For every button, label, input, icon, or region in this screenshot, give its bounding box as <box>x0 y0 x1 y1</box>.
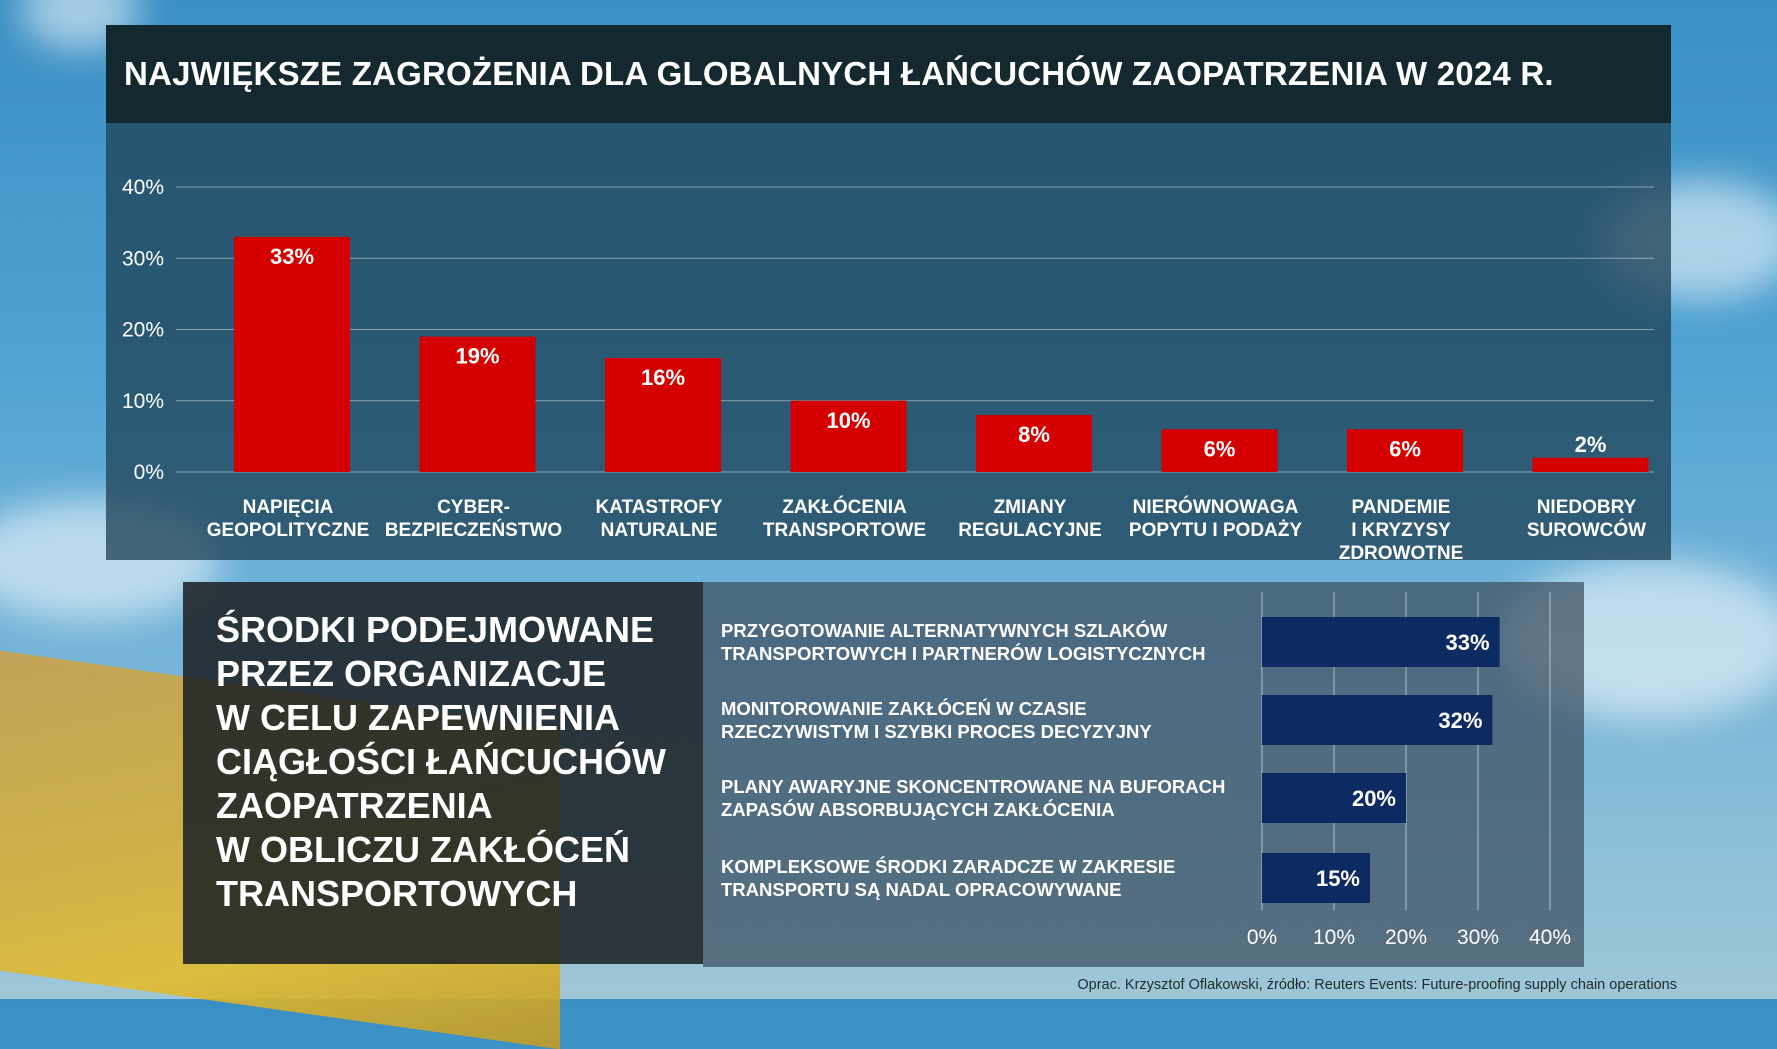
bar <box>1161 429 1278 472</box>
bar <box>419 336 536 472</box>
x-category-label: ZAKŁÓCENIA TRANSPORTOWE <box>763 496 926 541</box>
data-label: 32% <box>1438 708 1482 733</box>
measures-chart-panel: 0% 10% 20% 30% 40% 33% PRZYGOTOWANIE ALTERNATY… <box>703 582 1584 967</box>
data-label: 10% <box>826 408 870 433</box>
bar <box>976 415 1092 472</box>
y-tick-label: 30% <box>122 247 164 270</box>
bar <box>1262 695 1493 745</box>
y-category-label: KOMPLEKSOWE ŚRODKI ZARADCZE W ZAKRESIE TR… <box>721 856 1175 900</box>
y-category-label: PLANY AWARYJNE SKONCENTROWANE NA BUFORAC… <box>721 776 1225 820</box>
x-tick-label: 30% <box>1457 926 1499 949</box>
x-tick-label: 10% <box>1313 926 1355 949</box>
x-category-label: KATASTROFY NATURALNE <box>595 497 722 541</box>
data-label: 20% <box>1352 786 1396 811</box>
x-category-label: ZMIANY REGULACYJNE <box>958 497 1102 541</box>
threats-bar-chart: 0% 10% 20% 30% 40% 33% NAPIĘCIA GEOPOLITYCZNE 19… <box>122 176 1654 560</box>
data-label: 19% <box>455 344 499 369</box>
measures-bar-chart: 0% 10% 20% 30% 40% 33% PRZYGOTOWANIE ALTERNATY… <box>721 592 1571 949</box>
y-tick-label: 0% <box>134 461 164 484</box>
bar <box>605 358 721 472</box>
data-label: 15% <box>1316 866 1360 891</box>
top-chart-panel: NAJWIĘKSZE ZAGROŻENIA DLA GLOBALNYCH ŁAŃ… <box>106 25 1671 560</box>
measures-heading: ŚRODKI PODEJMOWANE PRZEZ ORGANIZACJE W C… <box>216 609 666 914</box>
y-category-label: MONITOROWANIE ZAKŁÓCEŃ W CZASIE RZECZYWIS… <box>721 698 1152 742</box>
bar <box>1262 617 1500 667</box>
bar <box>1532 457 1649 472</box>
chart-title: NAJWIĘKSZE ZAGROŻENIA DLA GLOBALNYCH ŁAŃ… <box>124 55 1554 92</box>
data-label: 6% <box>1389 436 1421 461</box>
source-note: Oprac. Krzysztof Oflakowski, źródło: Reu… <box>1077 977 1677 993</box>
title-bar: NAJWIĘKSZE ZAGROŻENIA DLA GLOBALNYCH ŁAŃ… <box>106 25 1671 123</box>
data-label: 33% <box>270 244 314 269</box>
bar <box>1262 773 1406 823</box>
data-label: 8% <box>1018 422 1050 447</box>
x-tick-label: 20% <box>1385 926 1427 949</box>
x-category-label: NIEDOBRY SUROWCÓW <box>1527 497 1646 541</box>
y-category-label: PRZYGOTOWANIE ALTERNATYWNYCH SZLAKÓW TRAN… <box>721 620 1205 664</box>
y-tick-label: 40% <box>122 176 164 199</box>
y-tick-label: 10% <box>122 390 164 413</box>
bar <box>1347 429 1463 472</box>
y-tick-label: 20% <box>122 319 164 342</box>
x-category-label: NIERÓWNOWAGA POPYTU I PODAŻY <box>1129 496 1302 541</box>
bar <box>1262 853 1370 903</box>
x-category-label: PANDEMIE I KRYZYSY ZDROWOTNE <box>1339 497 1464 560</box>
data-label: 16% <box>641 365 685 390</box>
x-tick-label: 40% <box>1529 926 1571 949</box>
data-label: 2% <box>1575 432 1607 457</box>
x-category-label: NAPIĘCIA GEOPOLITYCZNE <box>207 497 370 541</box>
x-category-label: CYBER-BEZPIECZEŃSTWO <box>385 497 562 541</box>
x-tick-label: 0% <box>1247 926 1277 949</box>
data-label: 6% <box>1204 436 1236 461</box>
measures-heading-panel: ŚRODKI PODEJMOWANE PRZEZ ORGANIZACJE W C… <box>183 582 703 964</box>
bar <box>790 400 907 472</box>
bar <box>234 236 350 472</box>
data-label: 33% <box>1446 630 1490 655</box>
